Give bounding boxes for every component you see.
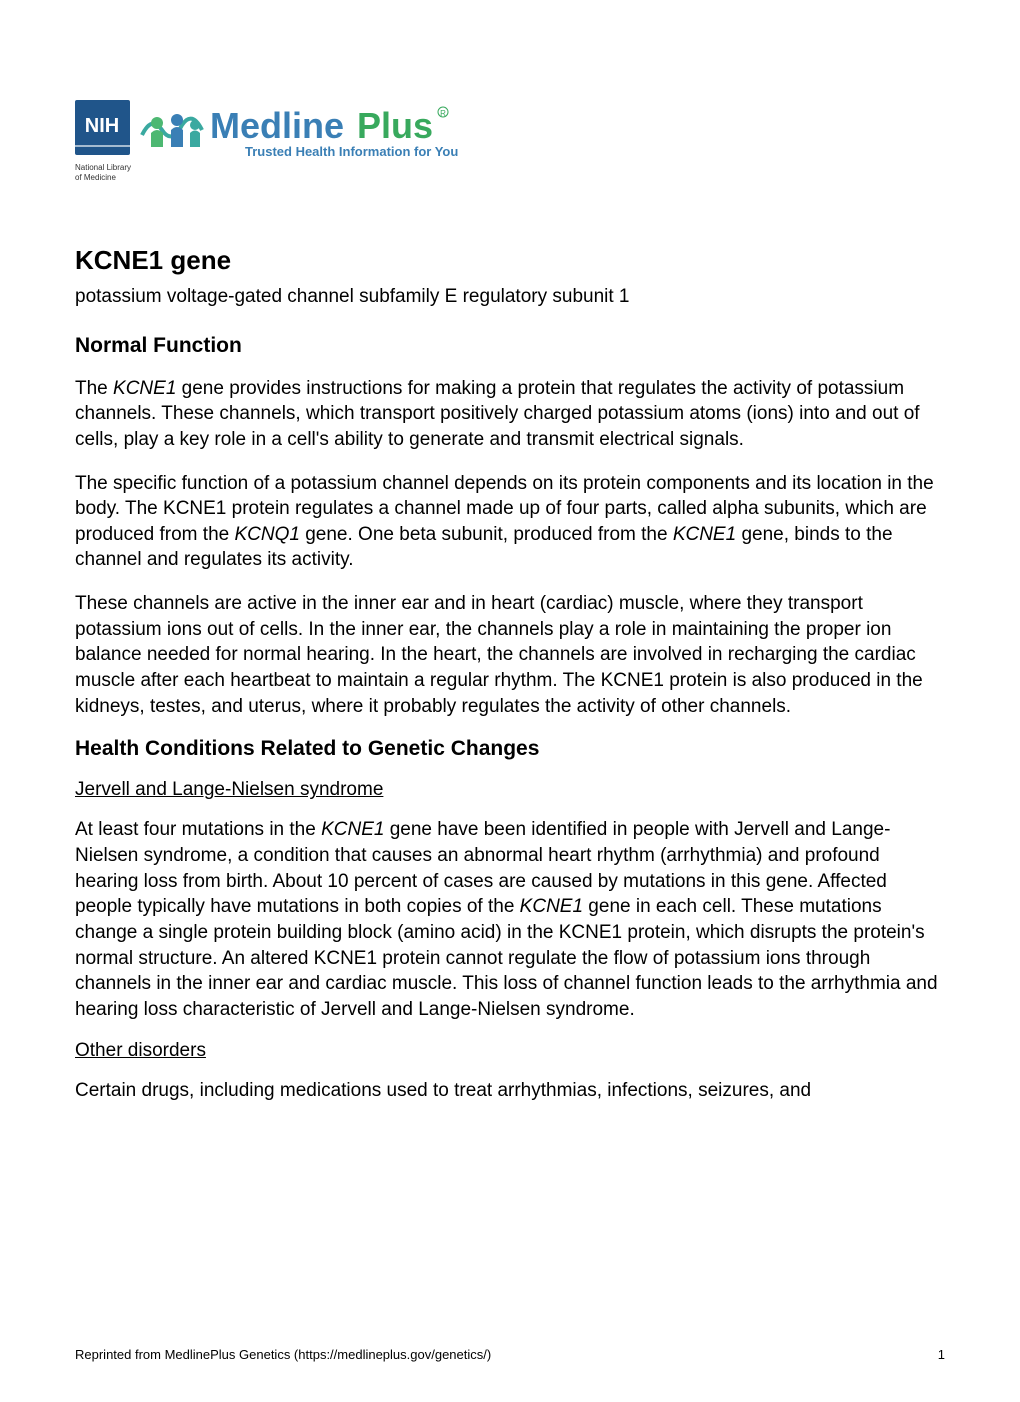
para-text: The [75, 378, 113, 399]
logo-tagline: Trusted Health Information for You [245, 144, 458, 159]
para-text: gene. One beta subunit, produced from th… [300, 524, 673, 545]
gene-name: KCNE1 [520, 896, 583, 917]
page-number: 1 [938, 1347, 945, 1362]
gene-name: KCNE1 [673, 524, 736, 545]
page-footer: Reprinted from MedlinePlus Genetics (htt… [75, 1347, 945, 1362]
para-text: gene provides instructions for making a … [75, 378, 920, 450]
para-text: At least four mutations in the [75, 819, 321, 840]
gene-name: KCNE1 [113, 378, 176, 399]
brand-plus: Plus [357, 105, 433, 146]
registered-mark: R [440, 109, 446, 118]
page-title: KCNE1 gene [75, 245, 945, 276]
gene-name: KCNE1 [321, 819, 384, 840]
normal-function-para3: These channels are active in the inner e… [75, 591, 945, 719]
footer-reprint-text: Reprinted from MedlinePlus Genetics (htt… [75, 1347, 491, 1362]
section-heading-normal-function: Normal Function [75, 334, 945, 358]
section-heading-health-conditions: Health Conditions Related to Genetic Cha… [75, 737, 945, 761]
subsection-heading-jervell: Jervell and Lange-Nielsen syndrome [75, 779, 945, 801]
logo-container: NIH National Library of Medicine Medline… [75, 100, 945, 195]
medlineplus-logo: NIH National Library of Medicine Medline… [75, 100, 495, 190]
nih-label: NIH [85, 115, 119, 137]
nlm-line2: of Medicine [75, 173, 116, 182]
jervell-para: At least four mutations in the KCNE1 gen… [75, 817, 945, 1022]
brand-medline: Medline [210, 105, 344, 146]
nlm-line1: National Library [75, 163, 131, 172]
gene-name: KCNQ1 [234, 524, 299, 545]
normal-function-para1: The KCNE1 gene provides instructions for… [75, 376, 945, 453]
normal-function-para2: The specific function of a potassium cha… [75, 471, 945, 574]
page-subtitle: potassium voltage-gated channel subfamil… [75, 284, 945, 310]
other-disorders-para: Certain drugs, including medications use… [75, 1078, 945, 1104]
subsection-heading-other: Other disorders [75, 1040, 945, 1062]
